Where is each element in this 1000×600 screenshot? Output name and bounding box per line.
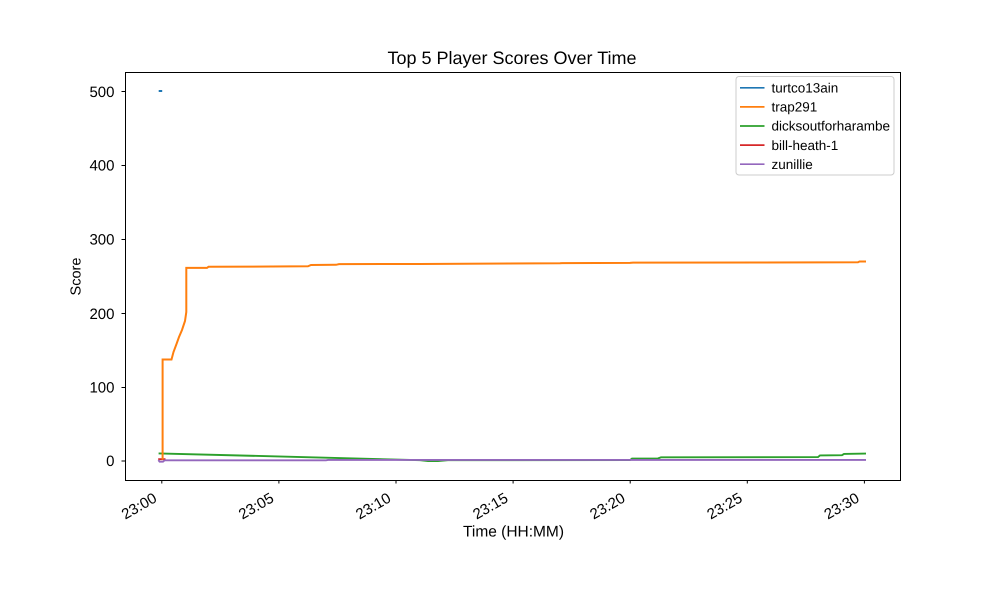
- svg-text:dicksoutforharambe: dicksoutforharambe: [772, 119, 891, 134]
- svg-text:turtco13ain: turtco13ain: [772, 81, 839, 96]
- svg-text:Time (HH:MM): Time (HH:MM): [463, 524, 564, 541]
- svg-text:300: 300: [89, 232, 114, 249]
- svg-text:0: 0: [106, 453, 114, 470]
- svg-text:trap291: trap291: [772, 100, 818, 115]
- svg-text:zunillie: zunillie: [772, 157, 813, 172]
- svg-text:Score: Score: [69, 258, 85, 296]
- svg-text:Top 5 Player Scores Over Time: Top 5 Player Scores Over Time: [387, 48, 636, 68]
- svg-text:100: 100: [89, 380, 114, 397]
- svg-text:bill-heath-1: bill-heath-1: [772, 138, 839, 153]
- svg-text:200: 200: [89, 306, 114, 323]
- svg-text:400: 400: [89, 158, 114, 175]
- svg-text:500: 500: [89, 84, 114, 101]
